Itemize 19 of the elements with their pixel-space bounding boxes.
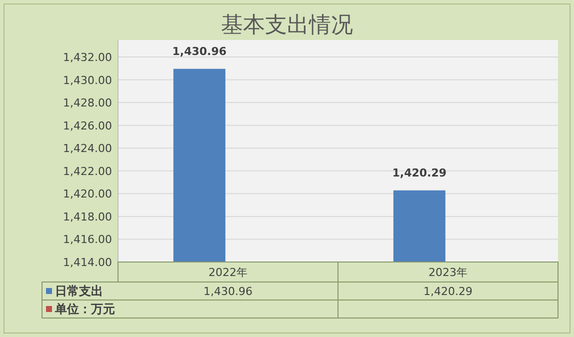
- chart-title: 基本支出情况: [221, 13, 353, 38]
- data-label: 1,430.96: [204, 285, 252, 298]
- y-tick-label: 1,414.00: [63, 256, 112, 269]
- y-tick-label: 1,424.00: [63, 142, 112, 156]
- y-tick-label: 1,428.00: [63, 96, 112, 110]
- text: 1,420.29: [392, 166, 447, 180]
- data-label: 1,420.29: [424, 285, 472, 298]
- y-tick-label: 1,426.00: [63, 119, 112, 132]
- x-tick-label: 2022年: [208, 266, 248, 279]
- x-tick-label: 2023年: [428, 266, 468, 279]
- text: 1,430.96: [172, 44, 227, 58]
- y-tick-label: 1,422.00: [63, 164, 112, 178]
- legend-label: 单位：万元: [54, 302, 115, 316]
- y-tick-label: 1,432.00: [63, 51, 112, 64]
- y-tick-label: 1,418.00: [63, 210, 112, 224]
- y-tick-label: 1,420.00: [63, 188, 112, 201]
- legend-label: 日常支出: [55, 284, 103, 298]
- y-tick-label: 1,416.00: [63, 233, 112, 246]
- y-tick-label: 1,430.00: [63, 74, 112, 87]
